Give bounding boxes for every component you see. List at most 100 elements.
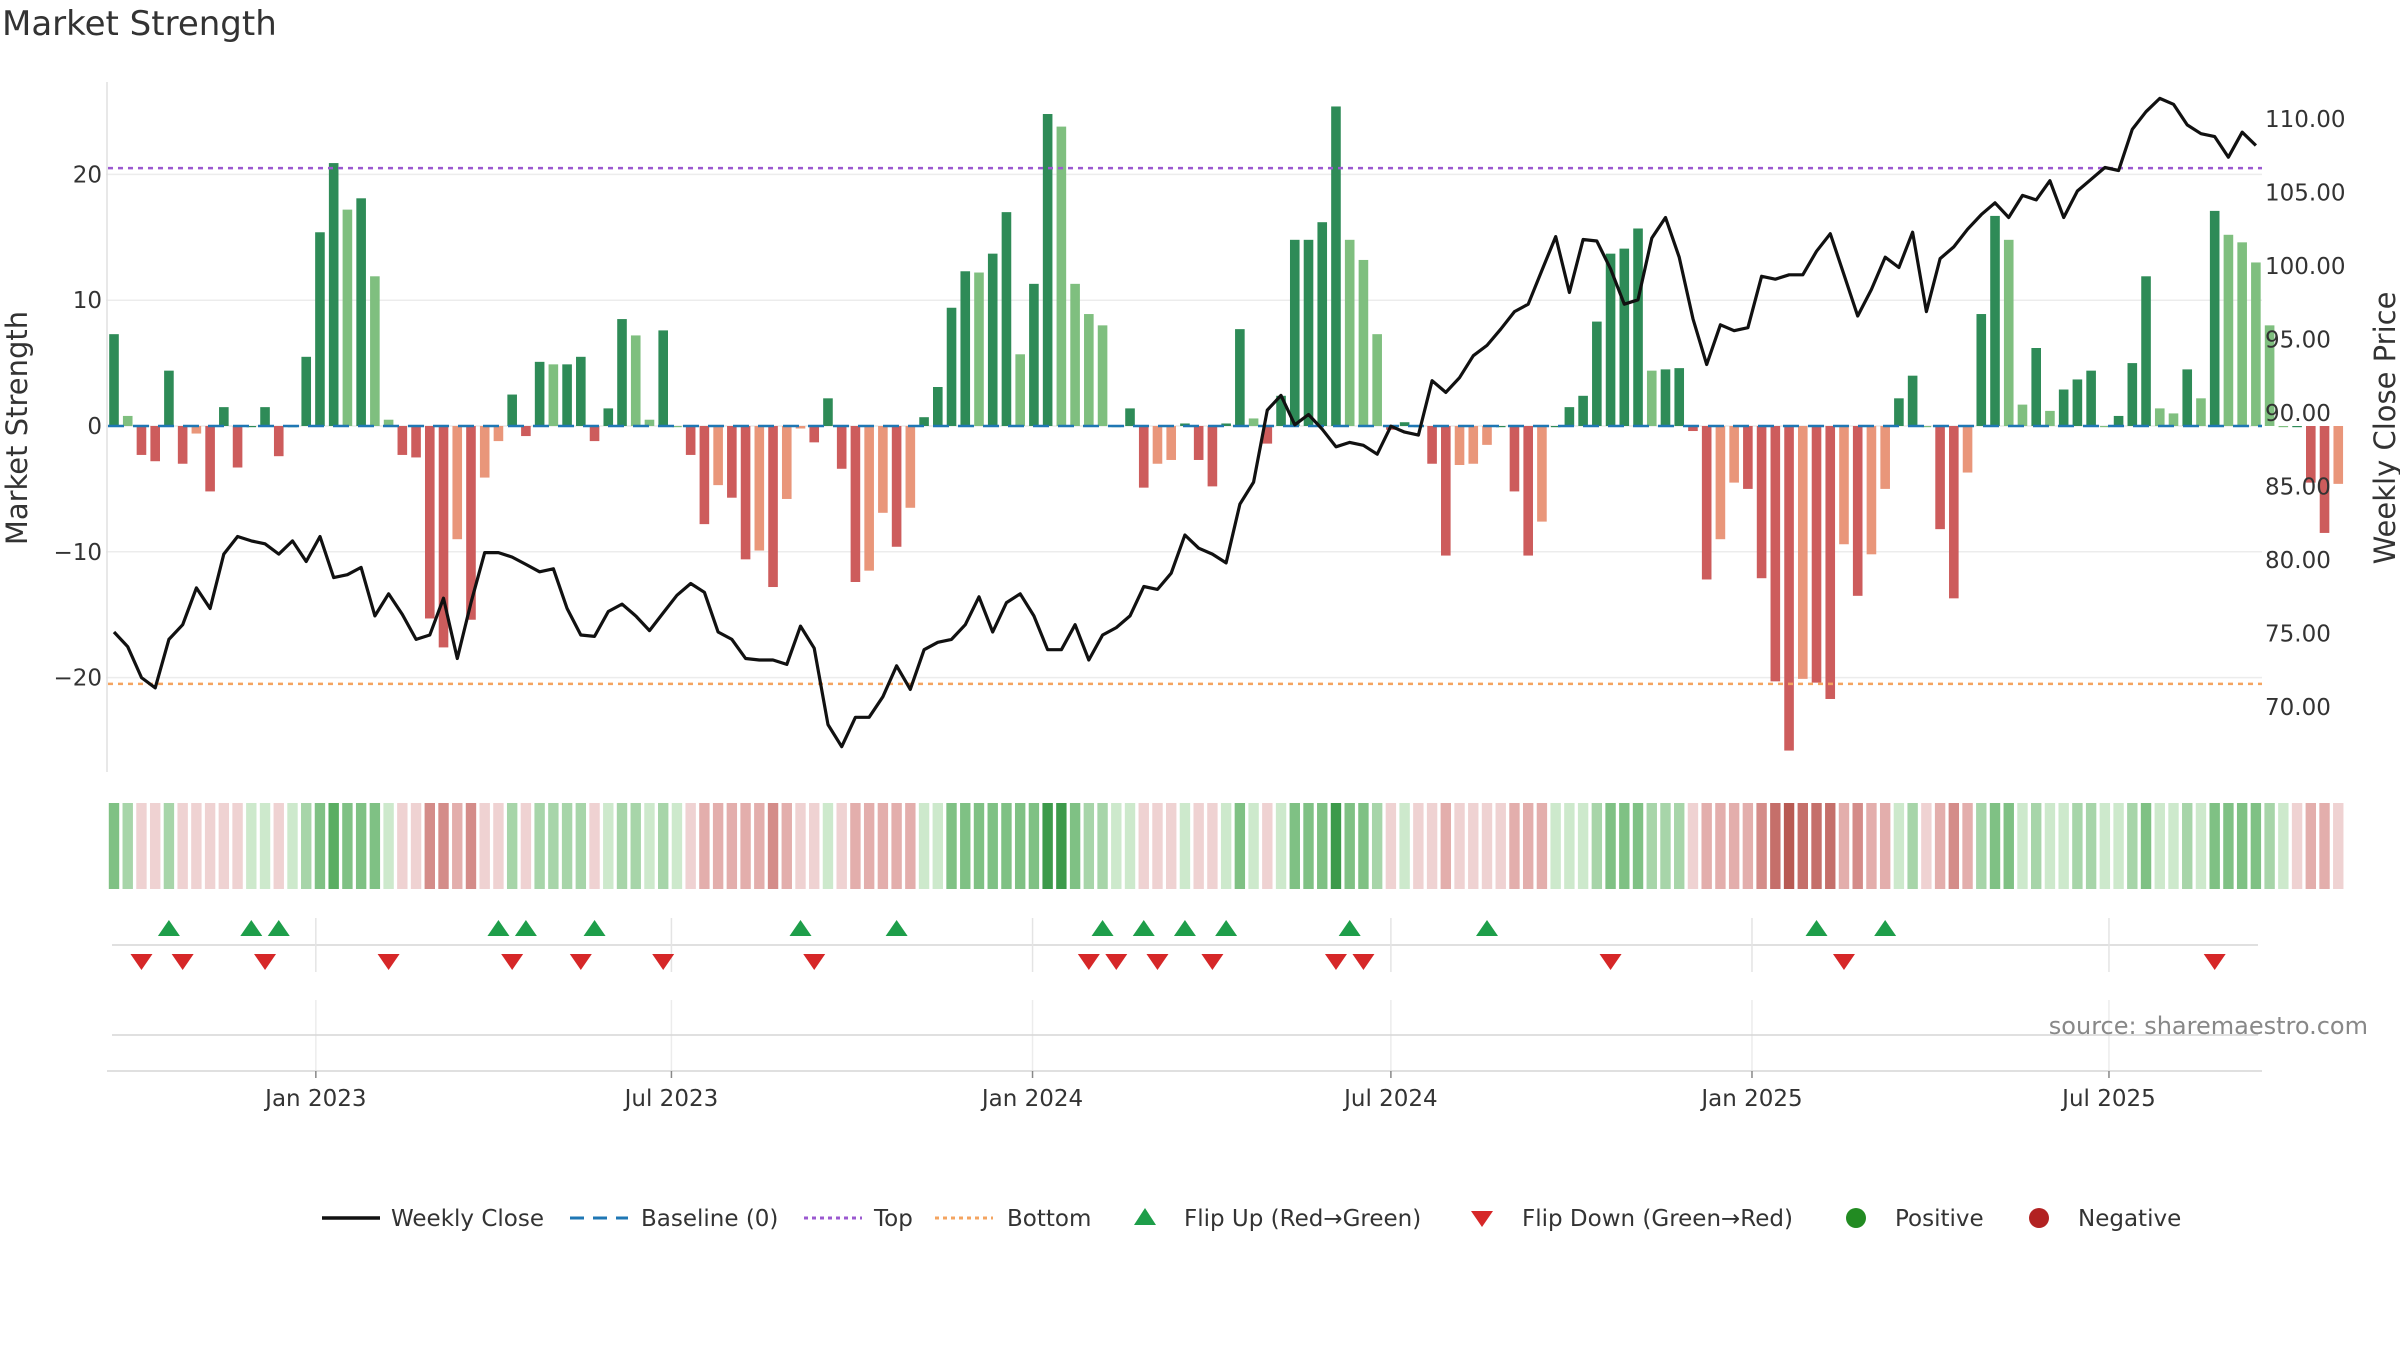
heatmap-cell	[1014, 803, 1026, 889]
heatmap-cell	[658, 803, 669, 889]
heatmap-cell	[1234, 803, 1246, 889]
strength-bar	[1743, 426, 1753, 489]
heatmap-cell	[754, 803, 765, 889]
flip-down-marker	[1324, 954, 1347, 970]
heatmap-cell	[2031, 803, 2042, 889]
strength-bar	[589, 426, 600, 442]
strength-bar	[2045, 410, 2055, 426]
heatmap-cell	[1522, 803, 1534, 889]
heatmap-cell	[1248, 803, 1259, 889]
y-tick-label: −20	[53, 666, 102, 692]
source-label: source: sharemaestro.com	[2049, 1012, 2368, 1040]
strength-bar	[1207, 426, 1218, 487]
strength-bar	[164, 370, 174, 426]
strength-bar	[521, 426, 531, 437]
heatmap-cell	[575, 803, 587, 889]
heatmap-cell	[493, 803, 504, 889]
flip-up-marker	[1173, 920, 1196, 936]
heatmap-cell	[1385, 803, 1397, 889]
y-tick-label: 0	[87, 414, 102, 440]
strength-bar	[1262, 426, 1273, 444]
strength-bar	[1921, 426, 1932, 428]
heatmap-cell	[671, 803, 683, 889]
strength-bar	[1976, 314, 1987, 426]
strength-bar	[1935, 426, 1945, 530]
strength-bar	[2319, 426, 2330, 533]
strength-bar	[781, 426, 792, 499]
strength-bar	[1962, 426, 1973, 473]
legend: Weekly Close Baseline (0) Top Bottom Flip Up…	[322, 1206, 2181, 1232]
heatmap-cell	[836, 803, 847, 889]
heatmap-cell	[877, 803, 889, 889]
strength-bar	[1509, 426, 1520, 492]
heatmap-cell	[1783, 803, 1795, 889]
heatmap-cell	[2182, 803, 2193, 889]
strength-bar	[946, 307, 957, 426]
heatmap-cell	[1989, 803, 2001, 889]
heatmap-cell	[1701, 803, 1712, 889]
strength-bar	[2251, 262, 2261, 426]
strength-bar	[507, 394, 517, 426]
strength-bar	[2182, 369, 2193, 426]
strength-bar	[658, 330, 668, 426]
heatmap-cell	[1152, 803, 1163, 889]
heatmap-cell	[863, 803, 875, 889]
heatmap-cell	[932, 803, 943, 889]
heatmap-cell	[561, 803, 573, 889]
legend-flip-up-swatch	[1134, 1208, 1156, 1225]
heatmap-cell	[287, 803, 298, 889]
x-tick-label: Jan 2025	[1699, 1086, 1802, 1112]
strength-bar	[2017, 404, 2028, 426]
heatmap-cell	[2058, 803, 2069, 889]
strength-bar	[1633, 228, 1643, 426]
strength-bar	[2333, 426, 2344, 484]
heatmap-cell	[2072, 803, 2083, 889]
heatmap-cell	[1358, 803, 1369, 889]
heatmap-cell	[2278, 803, 2289, 889]
flip-down-marker	[501, 954, 524, 970]
flip-up-marker	[1476, 920, 1498, 936]
strength-bar	[1399, 422, 1410, 426]
heatmap-cell	[1893, 803, 1905, 889]
strength-bar	[219, 407, 229, 426]
strength-bar	[795, 426, 806, 429]
strength-bar	[1894, 398, 1904, 426]
strength-bar	[315, 232, 325, 426]
heatmap-cell	[891, 803, 902, 889]
strength-bar	[836, 426, 847, 469]
heatmap-cell	[1138, 803, 1149, 889]
heatmap-cell	[1193, 803, 1204, 889]
strength-bar	[1331, 106, 1341, 426]
flip-up-marker	[240, 920, 263, 936]
strength-bar	[644, 419, 655, 426]
strength-bar	[1441, 426, 1451, 556]
y2-tick-label: 70.00	[2265, 695, 2331, 721]
heatmap-cell	[438, 803, 449, 889]
strength-bar	[1701, 426, 1712, 580]
heatmap-cell	[809, 803, 820, 889]
strength-bar	[2264, 325, 2275, 426]
y2-tick-label: 75.00	[2265, 622, 2331, 648]
strength-bar	[2278, 426, 2289, 428]
heatmap-cell	[2250, 803, 2262, 889]
heatmap-cell	[1275, 803, 1287, 889]
heatmap-cell	[1976, 803, 1987, 889]
heatmap-cell	[218, 803, 230, 889]
heatmap-cell	[259, 803, 271, 889]
strength-bar	[1468, 426, 1479, 464]
heatmap-cell	[232, 803, 243, 889]
heatmap-cell	[452, 803, 463, 889]
heatmap-cell	[1756, 803, 1767, 889]
heatmap-cell	[795, 803, 806, 889]
strength-bar	[1811, 426, 1822, 683]
threshold-lines	[108, 166, 2262, 686]
flip-up-marker	[885, 920, 908, 936]
strength-bar	[109, 334, 119, 426]
heatmap-cell	[781, 803, 792, 889]
heatmap-cell	[946, 803, 957, 889]
heatmap-cell	[246, 803, 257, 889]
heatmap-cell	[1303, 803, 1314, 889]
heatmap-cell	[2305, 803, 2316, 889]
heatmap-cell	[1481, 803, 1493, 889]
